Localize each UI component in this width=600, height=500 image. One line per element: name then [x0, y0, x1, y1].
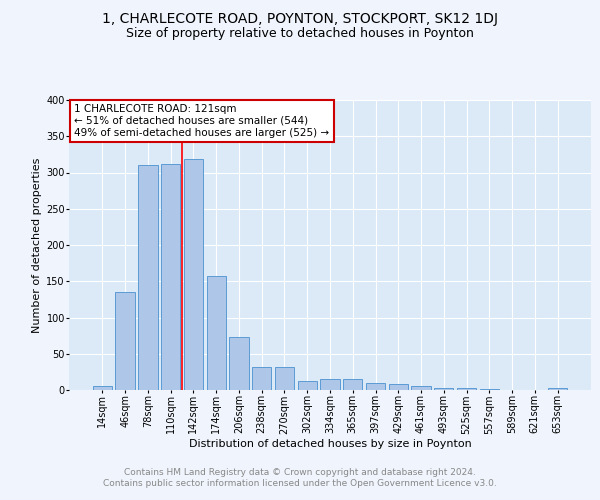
Text: Contains HM Land Registry data © Crown copyright and database right 2024.
Contai: Contains HM Land Registry data © Crown c… — [103, 468, 497, 487]
Bar — [161, 164, 181, 390]
Bar — [184, 160, 203, 390]
Text: 1, CHARLECOTE ROAD, POYNTON, STOCKPORT, SK12 1DJ: 1, CHARLECOTE ROAD, POYNTON, STOCKPORT, … — [102, 12, 498, 26]
Bar — [412, 386, 431, 390]
Bar — [298, 380, 317, 390]
Bar — [115, 292, 135, 390]
Bar — [229, 337, 248, 390]
Bar — [93, 386, 112, 390]
X-axis label: Distribution of detached houses by size in Poynton: Distribution of detached houses by size … — [188, 439, 472, 449]
Bar — [138, 165, 158, 390]
Bar — [479, 388, 499, 390]
Bar — [252, 367, 271, 390]
Text: Size of property relative to detached houses in Poynton: Size of property relative to detached ho… — [126, 28, 474, 40]
Bar — [457, 388, 476, 390]
Bar — [389, 384, 408, 390]
Text: 1 CHARLECOTE ROAD: 121sqm
← 51% of detached houses are smaller (544)
49% of semi: 1 CHARLECOTE ROAD: 121sqm ← 51% of detac… — [74, 104, 329, 138]
Bar — [275, 367, 294, 390]
Bar — [548, 388, 567, 390]
Bar — [343, 379, 362, 390]
Bar — [206, 276, 226, 390]
Y-axis label: Number of detached properties: Number of detached properties — [32, 158, 42, 332]
Bar — [434, 388, 454, 390]
Bar — [366, 383, 385, 390]
Bar — [320, 379, 340, 390]
